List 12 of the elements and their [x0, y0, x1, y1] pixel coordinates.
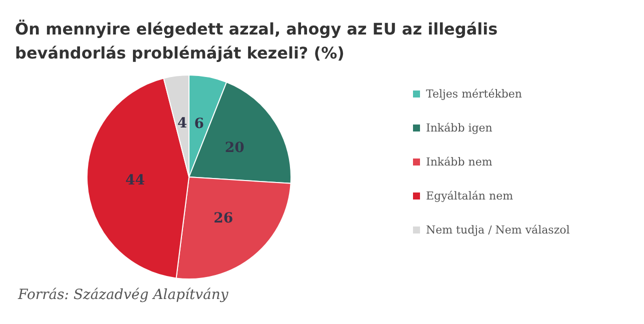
- legend-label: Teljes mértékben: [426, 88, 522, 100]
- text: Forrás: Századvég Alapítvány: [17, 287, 230, 303]
- data-label: 44: [125, 172, 146, 188]
- data-label: 6: [194, 116, 204, 132]
- legend-label: Nem tudja / Nem válaszol: [426, 224, 570, 236]
- legend-label: Inkább igen: [426, 122, 492, 134]
- legend-label: Egyáltalán nem: [426, 190, 514, 202]
- legend-label: Inkább nem: [426, 156, 493, 168]
- data-label: 20: [224, 140, 245, 156]
- data-label: 26: [214, 210, 234, 227]
- data-label: 4: [177, 115, 188, 132]
- chart-title: Ön mennyire elégedett azzal, ahogy az EU az illegális bevándorlás problémáját kezeli? (%): [15, 20, 498, 62]
